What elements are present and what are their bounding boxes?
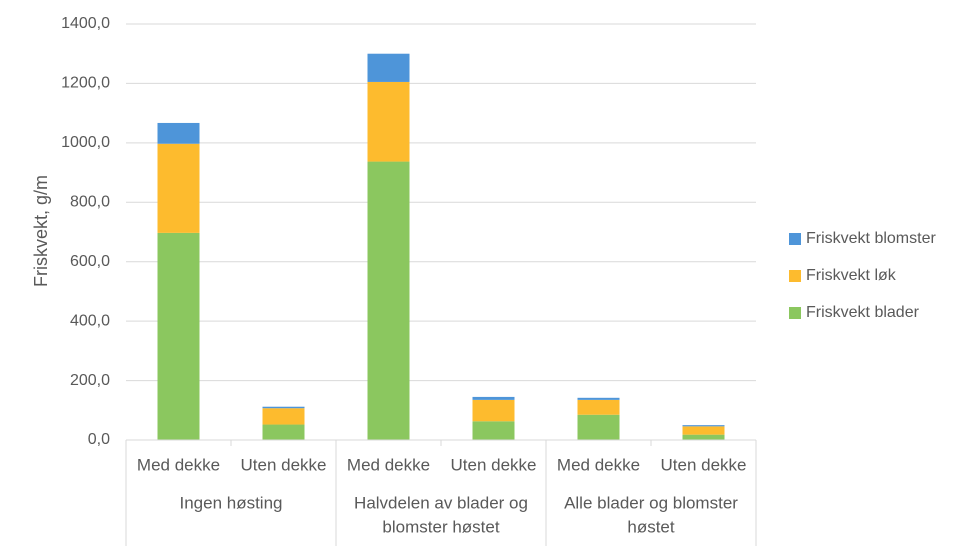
bar-segment <box>577 414 620 440</box>
bar-segment <box>262 406 305 409</box>
group-label: Ingen høsting <box>179 493 282 512</box>
bar-segment <box>472 421 515 440</box>
x-tick-label: Uten dekke <box>241 455 327 474</box>
bar-segment <box>682 434 725 440</box>
bar-segment <box>472 396 515 400</box>
gridlines <box>126 23 756 382</box>
bar-segment <box>472 399 515 422</box>
bar-segment <box>577 397 620 400</box>
legend: Friskvekt blomster Friskvekt løk Friskvekt… <box>789 230 936 321</box>
y-tick-label: 1000,0 <box>61 134 110 151</box>
bar-segment <box>157 232 200 440</box>
y-tick-label: 200,0 <box>70 372 110 389</box>
bar-segment <box>682 425 725 427</box>
x-tick-label: Uten dekke <box>661 455 747 474</box>
bar-segment <box>262 424 305 440</box>
group-label: høstet <box>627 517 675 536</box>
legend-label: Friskvekt løk <box>806 267 897 284</box>
bar-segment <box>682 426 725 435</box>
y-tick-label: 600,0 <box>70 253 110 270</box>
legend-swatch <box>789 270 801 282</box>
bar-segment <box>577 399 620 415</box>
bar-segment <box>157 143 200 233</box>
y-axis-title: Friskvekt, g/m <box>31 175 51 287</box>
legend-label: Friskvekt blader <box>806 304 920 321</box>
y-tick-label: 800,0 <box>70 194 110 211</box>
x-tick-label: Med dekke <box>347 455 430 474</box>
y-tick-label: 0,0 <box>88 431 110 448</box>
group-label: Halvdelen av blader og <box>354 493 528 512</box>
y-tick-label: 1400,0 <box>61 15 110 32</box>
legend-label: Friskvekt blomster <box>806 230 936 247</box>
bar-segment <box>157 122 200 144</box>
group-label: Alle blader og blomster <box>564 493 738 512</box>
x-tick-label: Uten dekke <box>451 455 537 474</box>
bar-segment <box>367 161 410 440</box>
axis-labels: 0,0 200,0 400,0 600,0 800,0 1000,0 1200,0 1400,… <box>61 15 746 536</box>
bar-segment <box>262 408 305 425</box>
bars <box>157 53 725 440</box>
bar-segment <box>367 53 410 82</box>
group-label: blomster høstet <box>382 517 499 536</box>
y-tick-label: 400,0 <box>70 312 110 329</box>
bar-segment <box>367 81 410 162</box>
legend-swatch <box>789 307 801 319</box>
x-tick-label: Med dekke <box>137 455 220 474</box>
legend-swatch <box>789 233 801 245</box>
y-tick-label: 1200,0 <box>61 75 110 92</box>
x-tick-label: Med dekke <box>557 455 640 474</box>
axes <box>125 439 757 546</box>
